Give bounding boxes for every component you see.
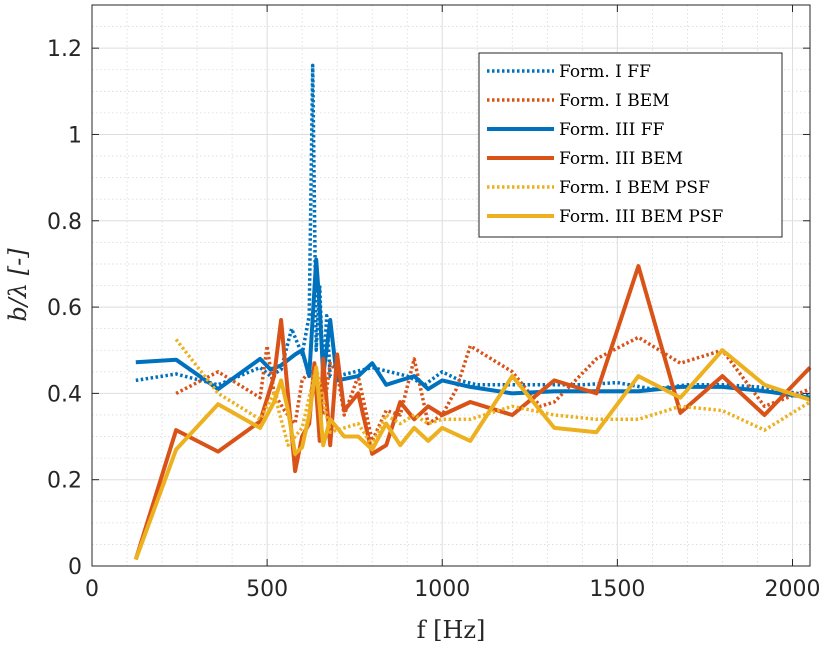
y-tick-label: 0.4 bbox=[47, 382, 82, 407]
legend-label: Form. III FF bbox=[559, 120, 665, 140]
x-tick-label: 0 bbox=[85, 577, 99, 602]
y-tick-label: 1 bbox=[68, 123, 82, 148]
axis-ticks bbox=[91, 5, 810, 567]
x-tick-label: 500 bbox=[246, 577, 288, 602]
legend: Form. I FF Form. I BEM Form. III FF Form. I… bbox=[478, 52, 783, 238]
series-line-form-iii-ff bbox=[135, 257, 811, 400]
legend-label: Form. I BEM bbox=[559, 91, 670, 111]
legend-label: Form. III BEM PSF bbox=[559, 207, 724, 227]
x-axis-label: f [Hz] bbox=[417, 616, 486, 644]
series-line-form-i-bem-psf bbox=[174, 338, 811, 447]
y-tick-labels: 0 0.2 0.4 0.6 0.8 1 1.2 bbox=[47, 37, 82, 580]
y-tick-label: 0.8 bbox=[47, 210, 82, 235]
series-line-form-iii-bem bbox=[133, 264, 812, 561]
series-line-form-iii-bem-psf bbox=[133, 348, 811, 561]
x-tick-label: 1000 bbox=[414, 577, 470, 602]
series-line-form-i-bem bbox=[175, 335, 811, 443]
legend-box bbox=[478, 52, 783, 238]
series-line-form-i-ff bbox=[135, 63, 811, 398]
x-tick-label: 2000 bbox=[764, 577, 820, 602]
legend-label: Form. III BEM bbox=[559, 149, 683, 169]
y-axis-label: b/λ [-] bbox=[4, 248, 32, 322]
x-tick-labels: 0 500 1000 1500 2000 bbox=[85, 577, 820, 602]
plot-frame bbox=[91, 4, 811, 567]
y-tick-label: 0.6 bbox=[47, 296, 82, 321]
y-tick-label: 0.2 bbox=[47, 469, 82, 494]
legend-label: Form. I BEM PSF bbox=[559, 178, 710, 198]
legend-label: Form. I FF bbox=[559, 62, 651, 82]
y-tick-label: 1.2 bbox=[47, 37, 82, 62]
series-layer bbox=[133, 63, 812, 561]
y-tick-label: 0 bbox=[68, 555, 82, 580]
x-tick-label: 1500 bbox=[589, 577, 645, 602]
